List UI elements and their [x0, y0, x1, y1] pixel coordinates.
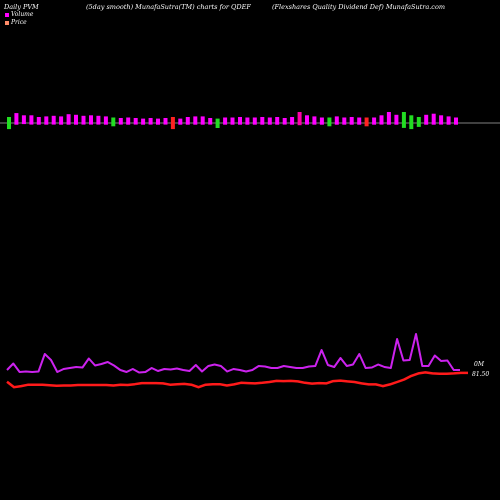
volume-bar: [89, 115, 93, 125]
volume-bar: [386, 112, 391, 125]
volume-bar: [29, 115, 34, 125]
volume-bar: [372, 117, 377, 125]
legend-volume-label: Volume: [11, 11, 34, 18]
volume-bar: [193, 116, 198, 125]
volume-bar: [312, 116, 317, 125]
price-line: [6, 371, 468, 389]
volume-bar: [59, 116, 64, 125]
legend-volume: Volume: [5, 11, 33, 18]
volume-bar: [118, 118, 123, 125]
volume-bar: [133, 118, 138, 125]
volume-bar: [327, 117, 332, 127]
volume-line: [6, 333, 460, 374]
volume-bar: [14, 113, 19, 125]
legend-volume-swatch: [5, 12, 9, 17]
volume-bar: [282, 118, 287, 125]
volume-bar: [267, 117, 272, 125]
volume-bar: [245, 117, 250, 125]
volume-bar: [454, 117, 458, 125]
volume-bar: [223, 117, 228, 125]
volume-bar: [334, 116, 339, 125]
volume-last-label: 0M: [474, 361, 485, 368]
volume-bar: [357, 117, 362, 125]
volume-bar: [349, 117, 354, 125]
volume-bar: [148, 118, 153, 125]
volume-bar: [126, 117, 131, 125]
volume-bar: [379, 115, 384, 125]
volume-bar: [230, 117, 235, 125]
volume-bar: [36, 117, 41, 125]
volume-bar: [394, 114, 399, 125]
volume-bar: [424, 114, 429, 125]
volume-bar: [409, 115, 414, 130]
volume-bar: [439, 115, 444, 125]
volume-bar: [51, 115, 56, 125]
volume-bar: [163, 118, 168, 125]
chart-title-right: (Flexshares Quality Dividend Def) Munafa…: [272, 3, 446, 11]
volume-bar: [208, 118, 213, 125]
chart-title-middle: (5day smooth) MunafaSutra(TM) charts for…: [86, 3, 251, 11]
price-last-label: 81.50: [472, 371, 489, 378]
volume-bar: [238, 117, 242, 125]
volume-bar: [305, 115, 309, 125]
volume-bar: [141, 118, 146, 125]
volume-bar: [103, 116, 108, 125]
legend-price-label: Price: [11, 19, 27, 26]
volume-bar: [319, 117, 324, 125]
volume-bar: [7, 117, 11, 130]
volume-bars: [7, 112, 458, 130]
volume-bar: [252, 117, 257, 125]
chart-title-left: Daily PVM: [4, 3, 39, 11]
volume-bar: [81, 115, 86, 125]
volume-bar: [66, 114, 71, 125]
legend-price: Price: [5, 19, 27, 26]
legend-price-swatch: [5, 20, 9, 25]
volume-bar: [170, 117, 175, 130]
volume-bar: [21, 115, 26, 125]
volume-bar: [416, 117, 421, 127]
volume-bar: [74, 114, 78, 125]
volume-bar: [156, 118, 160, 125]
volume-bar: [96, 115, 101, 125]
volume-bar: [431, 113, 436, 125]
volume-bar: [290, 117, 295, 125]
volume-bar: [364, 117, 369, 127]
volume-bar: [44, 116, 49, 125]
volume-bar: [200, 116, 205, 125]
volume-bar: [342, 117, 347, 125]
volume-bar: [111, 117, 116, 127]
volume-bar: [401, 112, 406, 128]
volume-bar: [215, 118, 220, 128]
volume-bar: [260, 117, 265, 125]
volume-bar: [185, 117, 190, 125]
volume-bar: [446, 116, 451, 125]
volume-bar: [275, 117, 280, 125]
volume-bar: [178, 118, 183, 125]
volume-bar: [297, 112, 302, 126]
